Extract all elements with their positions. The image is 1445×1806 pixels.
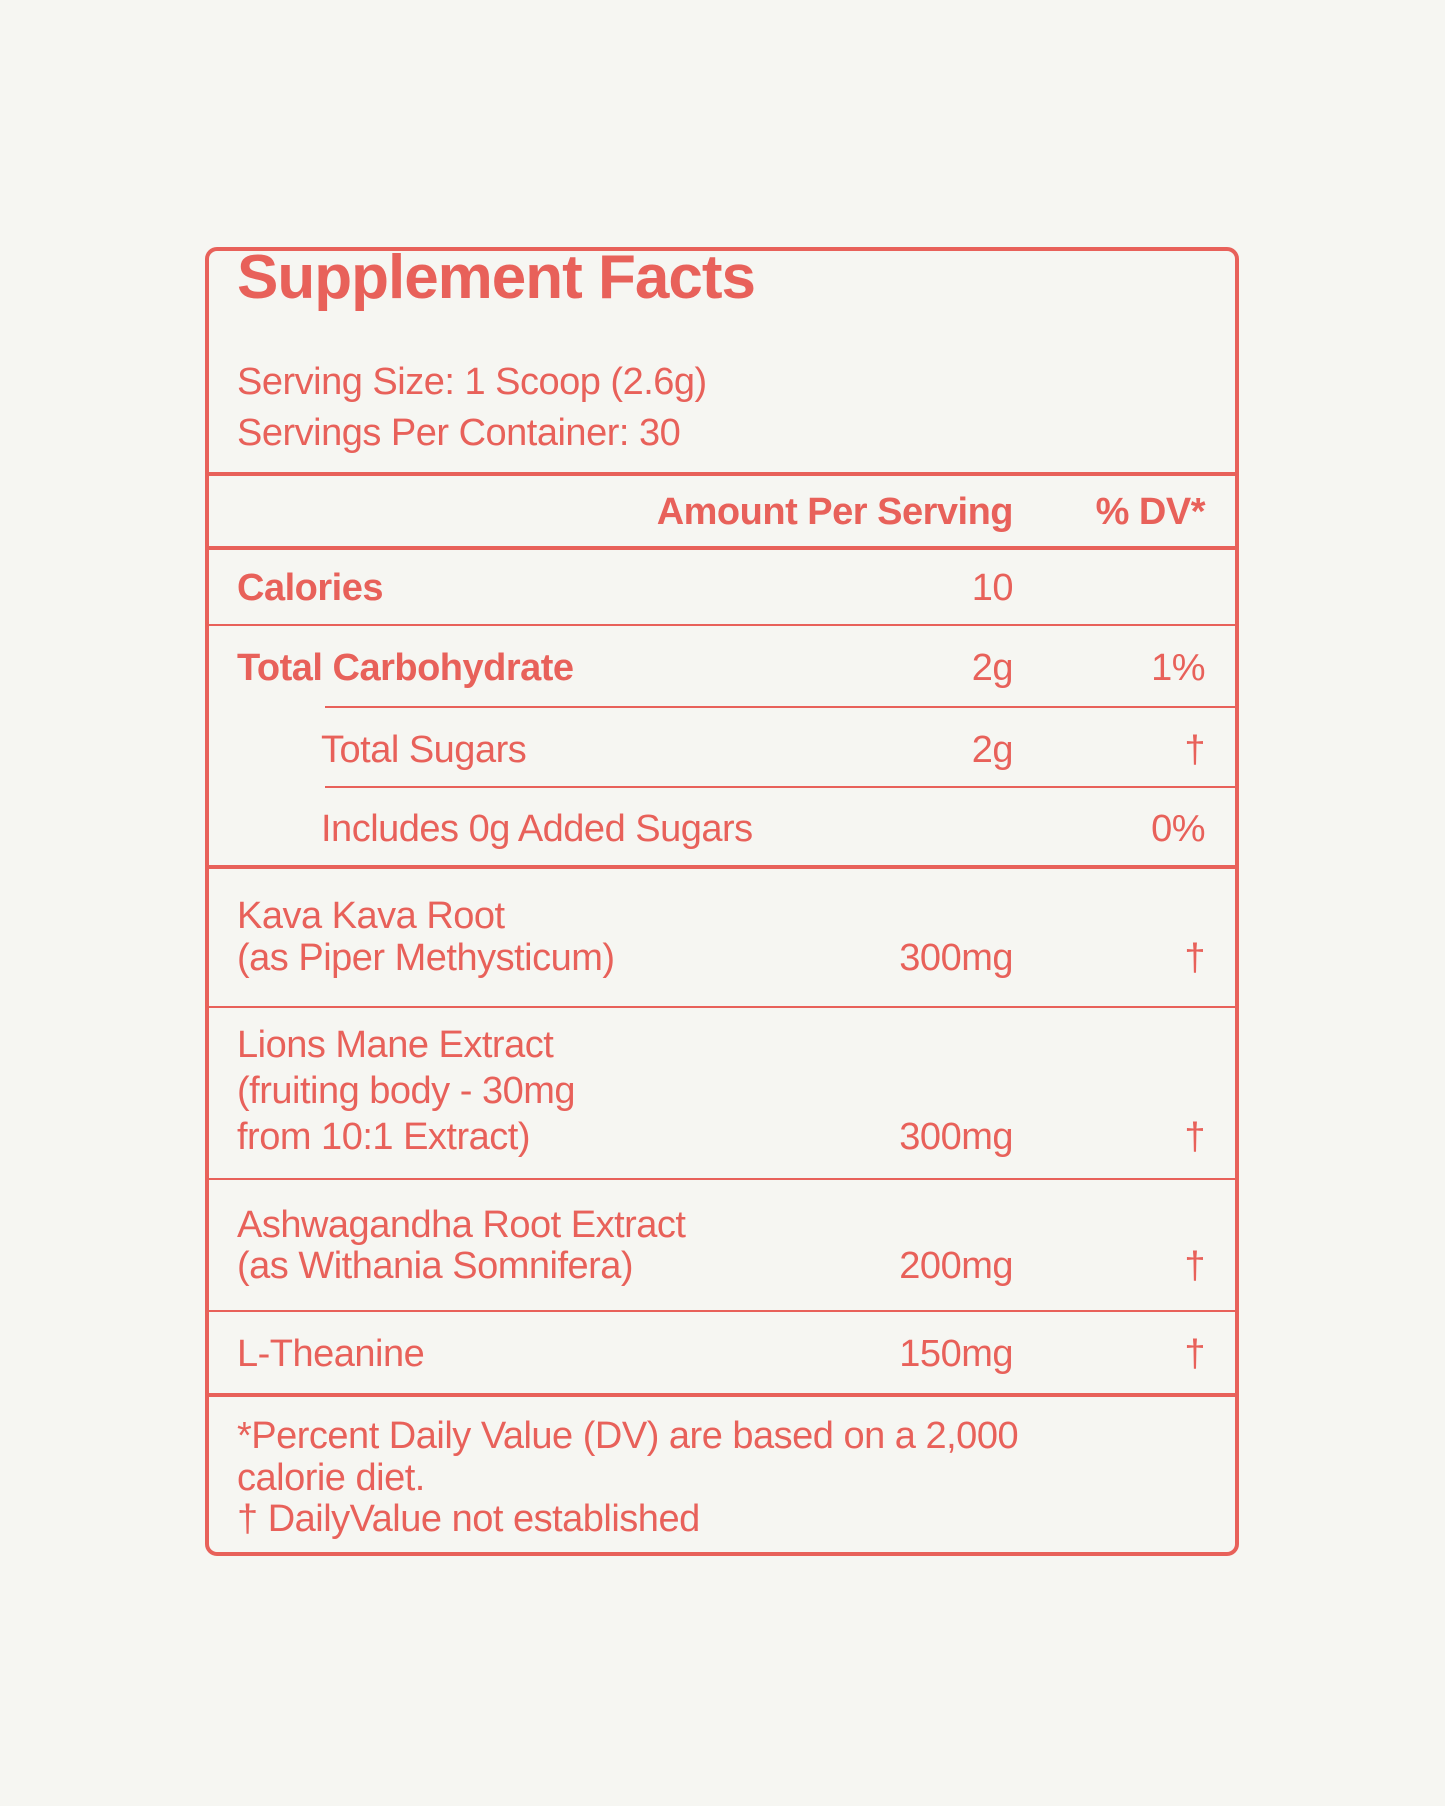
serving-size: Serving Size: 1 Scoop (2.6g) xyxy=(237,361,707,403)
nutrient-amount: 2g xyxy=(971,647,1014,689)
nutrient-name: Total Carbohydrate xyxy=(237,647,574,689)
footnote-dagger: † DailyValue not established xyxy=(237,1498,700,1540)
ingredient-source: (as Withania Somnifera) xyxy=(237,1245,634,1287)
ingredient-amount: 300mg xyxy=(899,1116,1013,1158)
divider xyxy=(209,624,1235,626)
panel-title: Supplement Facts xyxy=(237,243,756,312)
ingredient-name: Lions Mane Extract xyxy=(237,1024,554,1066)
ingredient-name: Ashwagandha Root Extract xyxy=(237,1204,686,1246)
nutrient-name: Calories xyxy=(237,567,383,609)
divider xyxy=(209,865,1235,869)
nutrient-dv: 1% xyxy=(1151,647,1205,689)
nutrient-amount: 2g xyxy=(971,729,1014,771)
nutrient-dv: † xyxy=(1184,729,1205,771)
ingredient-name: L-Theanine xyxy=(237,1333,425,1375)
nutrient-name: Total Sugars xyxy=(321,729,527,771)
divider xyxy=(209,472,1235,476)
divider xyxy=(325,706,1235,708)
header-dv: % DV* xyxy=(1095,491,1206,533)
divider xyxy=(209,1310,1235,1312)
ingredient-dv: † xyxy=(1184,1116,1205,1158)
nutrient-name: Includes 0g Added Sugars xyxy=(321,808,753,850)
ingredient-amount: 200mg xyxy=(899,1245,1013,1287)
nutrient-dv: 0% xyxy=(1151,808,1205,850)
ingredient-source: (as Piper Methysticum) xyxy=(237,937,615,979)
header-amount: Amount Per Serving xyxy=(656,491,1014,533)
footnote-dv: *Percent Daily Value (DV) are based on a… xyxy=(237,1415,1019,1457)
divider xyxy=(209,1006,1235,1008)
divider xyxy=(209,1393,1235,1397)
ingredient-dv: † xyxy=(1184,1333,1205,1375)
ingredient-dv: † xyxy=(1184,937,1205,979)
ingredient-amount: 150mg xyxy=(899,1333,1013,1375)
ingredient-amount: 300mg xyxy=(899,937,1013,979)
servings-per-container: Servings Per Container: 30 xyxy=(237,412,681,454)
ingredient-source: (fruiting body - 30mg xyxy=(237,1070,576,1112)
divider xyxy=(209,546,1235,550)
divider xyxy=(325,786,1235,788)
nutrient-amount: 10 xyxy=(971,567,1014,609)
ingredient-dv: † xyxy=(1184,1245,1205,1287)
supplement-facts-panel: Supplement Facts Serving Size: 1 Scoop (… xyxy=(205,243,1239,1556)
footnote-dv-cont: calorie diet. xyxy=(237,1457,425,1499)
ingredient-source: from 10:1 Extract) xyxy=(237,1116,530,1158)
ingredient-name: Kava Kava Root xyxy=(237,895,505,937)
divider xyxy=(209,1178,1235,1180)
